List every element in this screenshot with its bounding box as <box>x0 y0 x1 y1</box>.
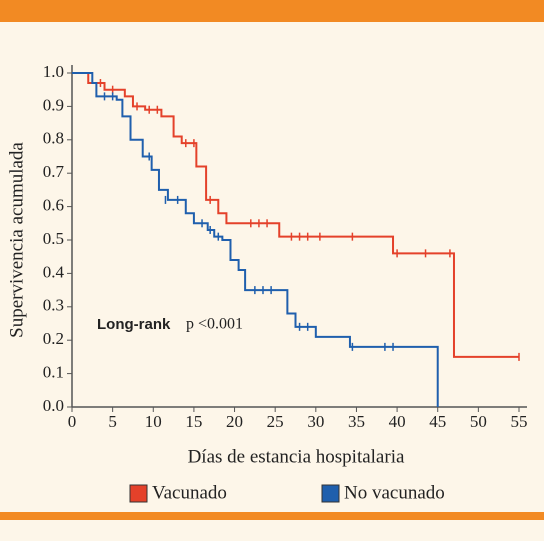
legend-swatch <box>321 484 340 503</box>
y-tick-label: 0.0 <box>43 396 64 415</box>
bottom-band <box>0 512 544 520</box>
x-tick-label: 55 <box>511 412 528 431</box>
y-tick-label: 1.0 <box>43 62 64 81</box>
x-tick-label: 30 <box>307 412 324 431</box>
y-tick-label: 0.8 <box>43 129 64 148</box>
y-tick-label: 0.9 <box>43 95 64 114</box>
x-tick-label: 0 <box>68 412 77 431</box>
legend-label: Vacunado <box>152 482 227 503</box>
y-tick-label: 0.5 <box>43 229 64 248</box>
survival-curve <box>72 72 519 358</box>
legend-swatch <box>129 484 148 503</box>
x-axis-label: Días de estancia hospitalaria <box>188 446 405 467</box>
legend-label: No vacunado <box>344 482 445 503</box>
survival-curve <box>72 72 439 407</box>
x-tick-label: 50 <box>470 412 487 431</box>
top-band <box>0 0 544 22</box>
x-tick-label: 5 <box>108 412 117 431</box>
x-tick-label: 45 <box>429 412 446 431</box>
y-tick-label: 0.2 <box>43 329 64 348</box>
y-tick-label: 0.4 <box>43 262 65 281</box>
x-tick-label: 10 <box>145 412 162 431</box>
x-tick-label: 20 <box>226 412 243 431</box>
x-tick-label: 15 <box>185 412 202 431</box>
y-tick-label: 0.1 <box>43 363 64 382</box>
y-tick-label: 0.7 <box>43 162 65 181</box>
x-tick-label: 40 <box>389 412 406 431</box>
y-axis-label: Supervivencia acumulada <box>6 142 27 338</box>
y-tick-label: 0.6 <box>43 196 64 215</box>
annotation-text: p <0.001 <box>186 316 243 333</box>
y-tick-label: 0.3 <box>43 296 64 315</box>
x-tick-label: 35 <box>348 412 365 431</box>
annotation: Long-rank <box>97 316 171 333</box>
x-tick-label: 25 <box>267 412 284 431</box>
